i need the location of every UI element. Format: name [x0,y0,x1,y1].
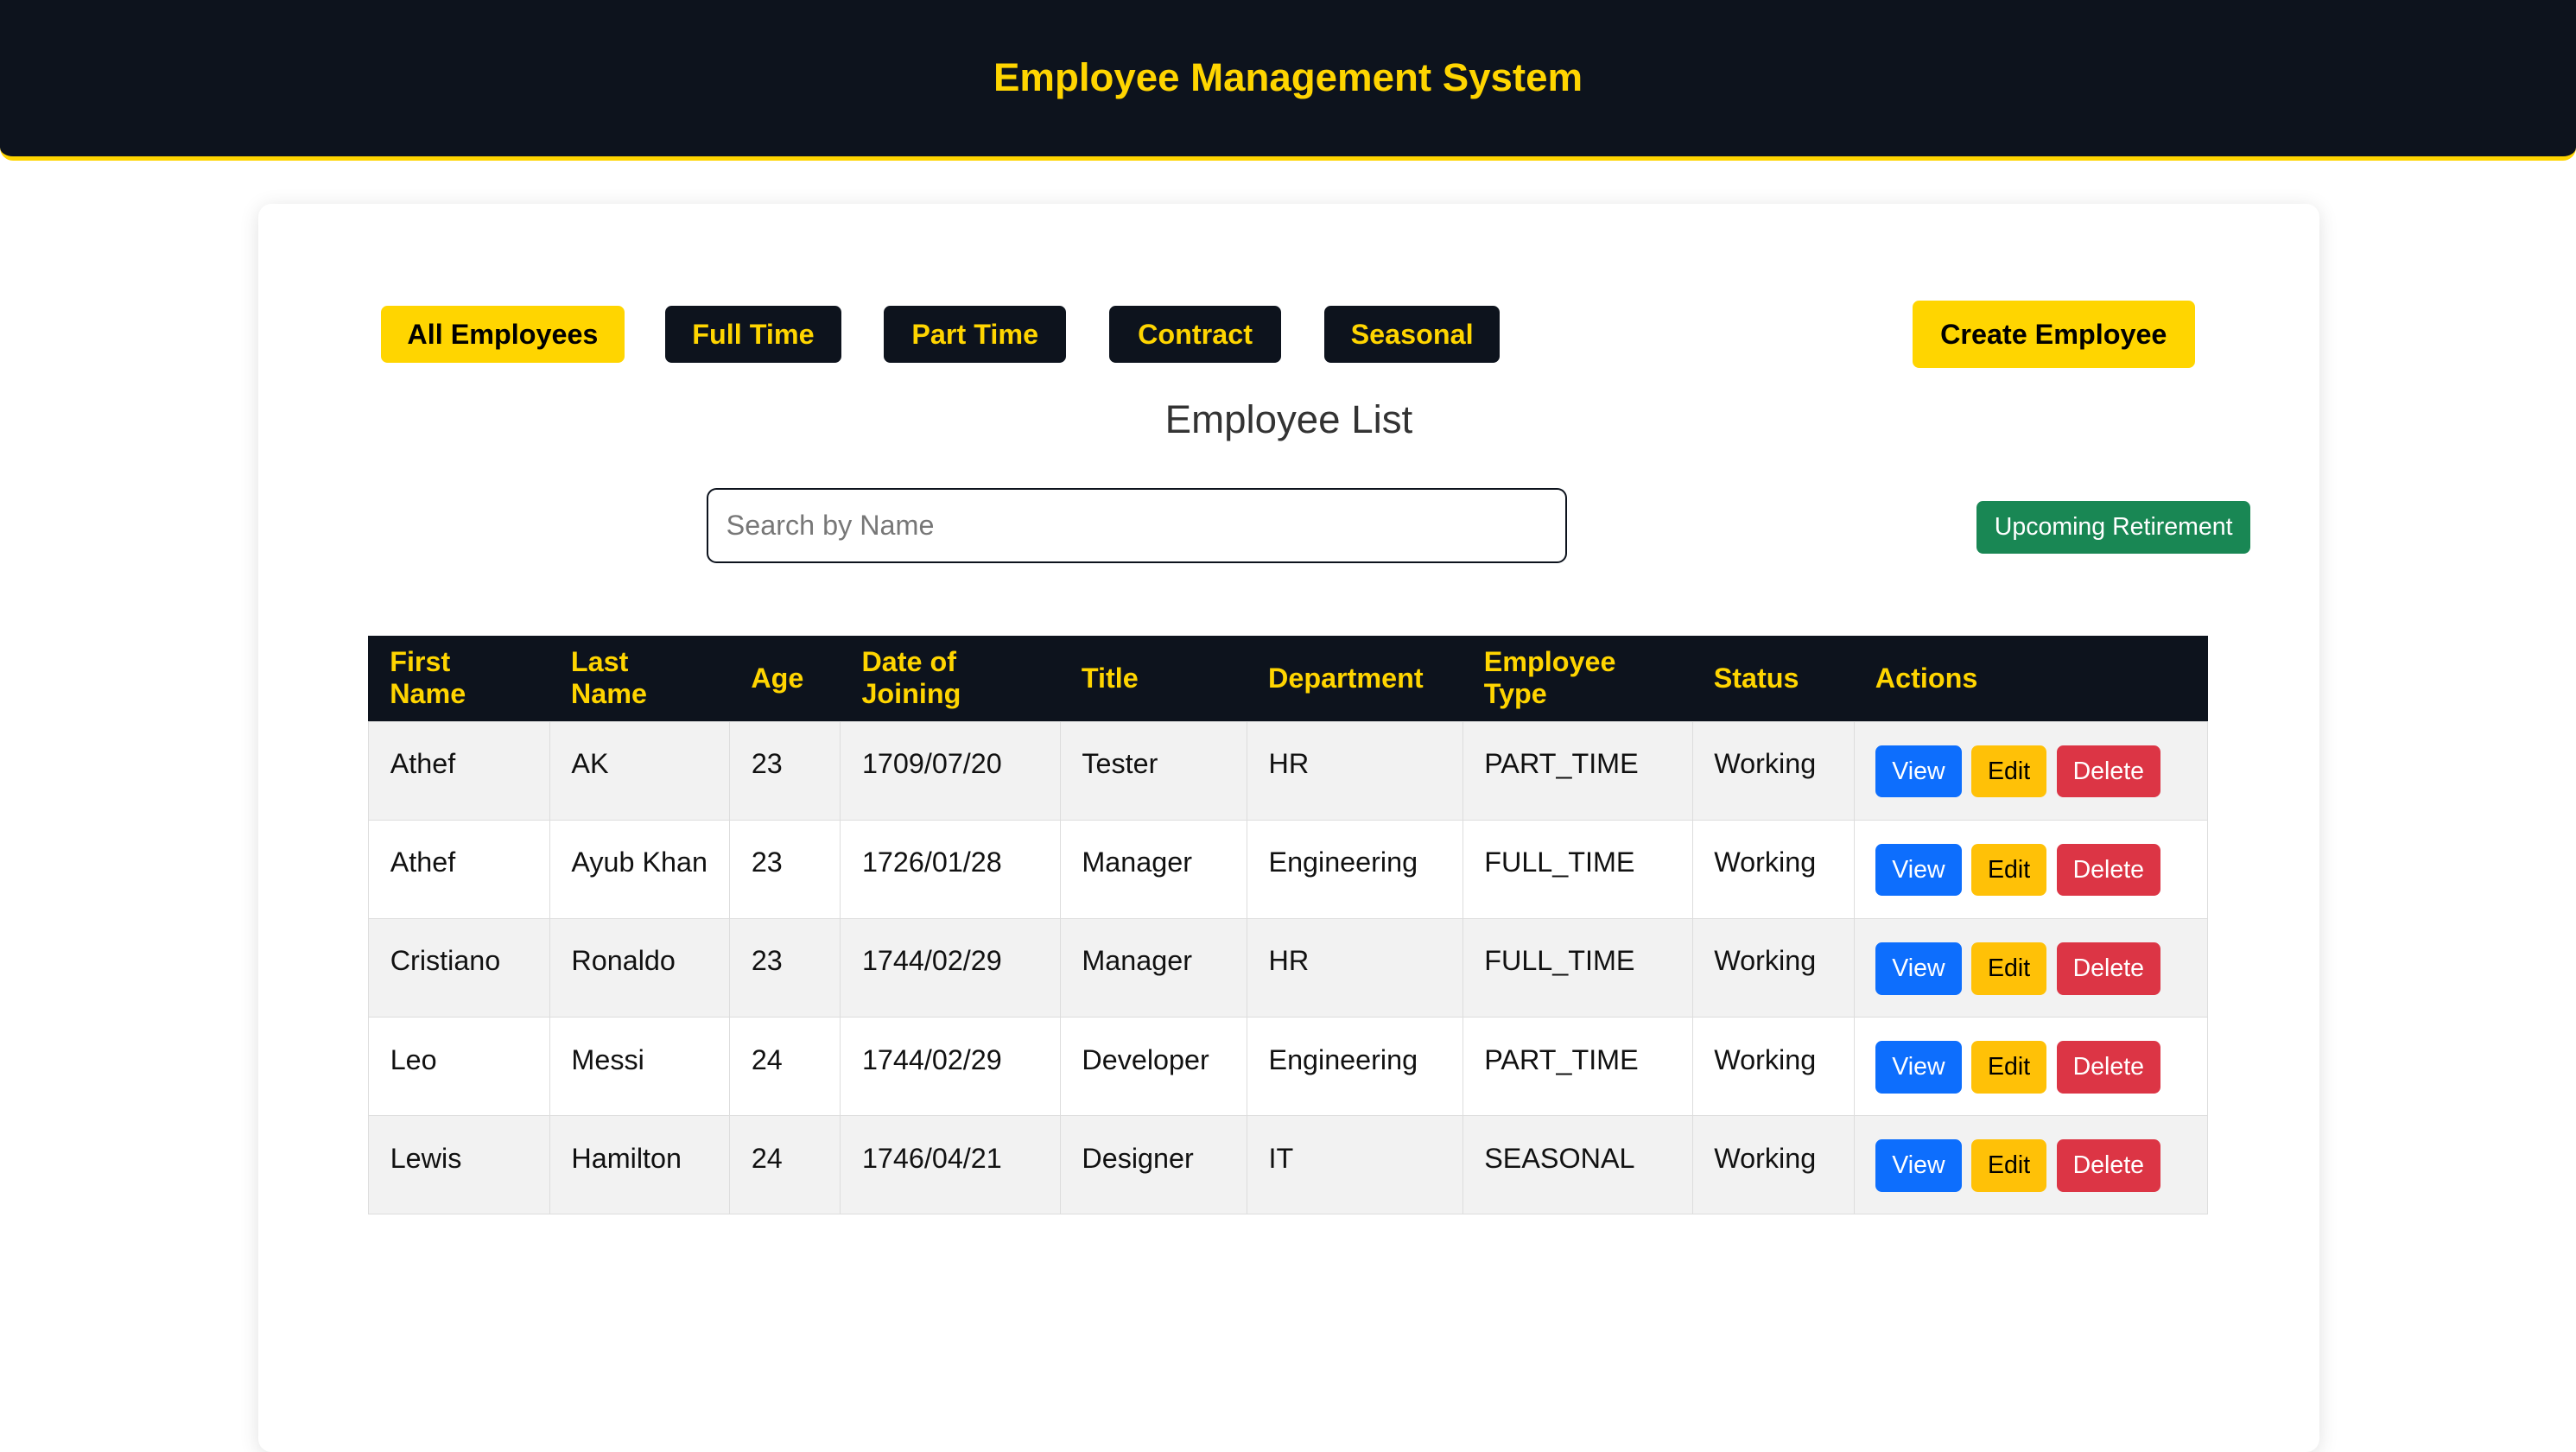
table-cell: SEASONAL [1462,1115,1693,1215]
table-row: Leo Messi 24 1744/02/29 Developer Engineering… [367,1017,2209,1117]
table-cell: 1726/01/28 [840,819,1061,920]
table-cell: Working [1691,819,1855,920]
table-cell: FULL_TIME [1462,819,1693,920]
edit-button[interactable]: Edit [1971,1138,2047,1192]
table-cell: Cristiano [367,918,550,1018]
table-cell: Tester [1059,720,1247,821]
filter-part-time[interactable]: Part Time [884,305,1067,364]
filter-full-time[interactable]: Full Time [665,305,841,364]
filter-seasonal[interactable]: Seasonal [1323,305,1501,364]
column-header: Actions [1854,635,2208,722]
actions-cell: View Edit Delete [1853,819,2209,920]
column-header: Department [1247,635,1463,722]
table-cell: 24 [729,1115,841,1215]
table-cell: Working [1691,720,1855,821]
table-cell: Engineering [1246,1017,1463,1117]
table-cell: Leo [367,1017,550,1117]
edit-button[interactable]: Edit [1971,843,2047,897]
table-cell: AK [549,720,731,821]
view-button[interactable]: View [1875,1138,1962,1192]
table-cell: HR [1246,918,1463,1018]
column-header: Age [729,635,841,722]
actions-cell: View Edit Delete [1853,918,2209,1018]
table-cell: 1744/02/29 [840,1017,1061,1117]
table-cell: PART_TIME [1462,720,1693,821]
table-cell: Ronaldo [549,918,731,1018]
table-row: Lewis Hamilton 24 1746/04/21 Designer IT SEASO… [367,1115,2209,1215]
view-button[interactable]: View [1875,745,1962,798]
table-cell: HR [1246,720,1463,821]
column-header: Employee Type [1462,635,1692,722]
search-input[interactable] [706,487,1568,564]
table-cell: Athef [367,819,550,920]
upcoming-retirement-button[interactable]: Upcoming Retirement [1976,501,2251,554]
delete-button[interactable]: Delete [2056,1138,2161,1192]
table-cell: 1709/07/20 [840,720,1061,821]
column-header: First Name [368,635,550,722]
actions-cell: View Edit Delete [1853,720,2209,821]
table-cell: FULL_TIME [1462,918,1693,1018]
table-cell: Messi [549,1017,731,1117]
table-cell: Developer [1059,1017,1247,1117]
employee-table: First Name Last Name Age Date of Joining Tit… [367,635,2209,1215]
filter-all-employees[interactable]: All Employees [381,305,625,364]
table-cell: Engineering [1246,819,1463,920]
view-button[interactable]: View [1875,843,1962,897]
column-header: Date of Joining [840,635,1061,722]
edit-button[interactable]: Edit [1971,745,2047,798]
table-cell: 23 [729,819,841,920]
table-row: Athef Ayub Khan 23 1726/01/28 Manager Enginee… [367,819,2209,920]
table-cell: Athef [367,720,550,821]
table-cell: 24 [729,1017,841,1117]
view-button[interactable]: View [1875,1040,1962,1094]
table-cell: Working [1691,1115,1855,1215]
table-cell: Working [1691,918,1855,1018]
actions-cell: View Edit Delete [1853,1017,2209,1117]
table-cell: Manager [1059,819,1247,920]
delete-button[interactable]: Delete [2056,843,2161,897]
table-cell: 23 [729,918,841,1018]
column-header: Last Name [549,635,730,722]
view-button[interactable]: View [1875,942,1962,995]
actions-cell: View Edit Delete [1853,1115,2209,1215]
table-cell: Lewis [367,1115,550,1215]
table-cell: Ayub Khan [549,819,731,920]
table-cell: Manager [1059,918,1247,1018]
table-cell: PART_TIME [1462,1017,1693,1117]
delete-button[interactable]: Delete [2056,942,2161,995]
column-header: Status [1692,635,1855,722]
app-title: Employee Management System [993,55,1583,100]
table-cell: IT [1246,1115,1463,1215]
table-row: Athef AK 23 1709/07/20 Tester HR PART_TIME Work… [367,720,2209,821]
app-header: Employee Management System [0,0,2576,161]
table-cell: Designer [1059,1115,1247,1215]
edit-button[interactable]: Edit [1971,942,2047,995]
table-cell: Working [1691,1017,1855,1117]
delete-button[interactable]: Delete [2056,1040,2161,1094]
page-title: Employee List [1164,397,1413,442]
table-header-row: First Name Last Name Age Date of Joining Tit… [368,635,2208,722]
main-card: All Employees Full Time Part Time Contra… [257,203,2320,1452]
filter-contract[interactable]: Contract [1108,305,1282,364]
create-employee-button[interactable]: Create Employee [1912,301,2195,368]
table-cell: 1744/02/29 [840,918,1061,1018]
column-header: Title [1060,635,1247,722]
table-cell: 1746/04/21 [840,1115,1061,1215]
table-cell: Hamilton [549,1115,731,1215]
delete-button[interactable]: Delete [2056,745,2161,798]
table-cell: 23 [729,720,841,821]
edit-button[interactable]: Edit [1971,1040,2047,1094]
table-row: Cristiano Ronaldo 23 1744/02/29 Manager HR FUL… [367,918,2209,1018]
